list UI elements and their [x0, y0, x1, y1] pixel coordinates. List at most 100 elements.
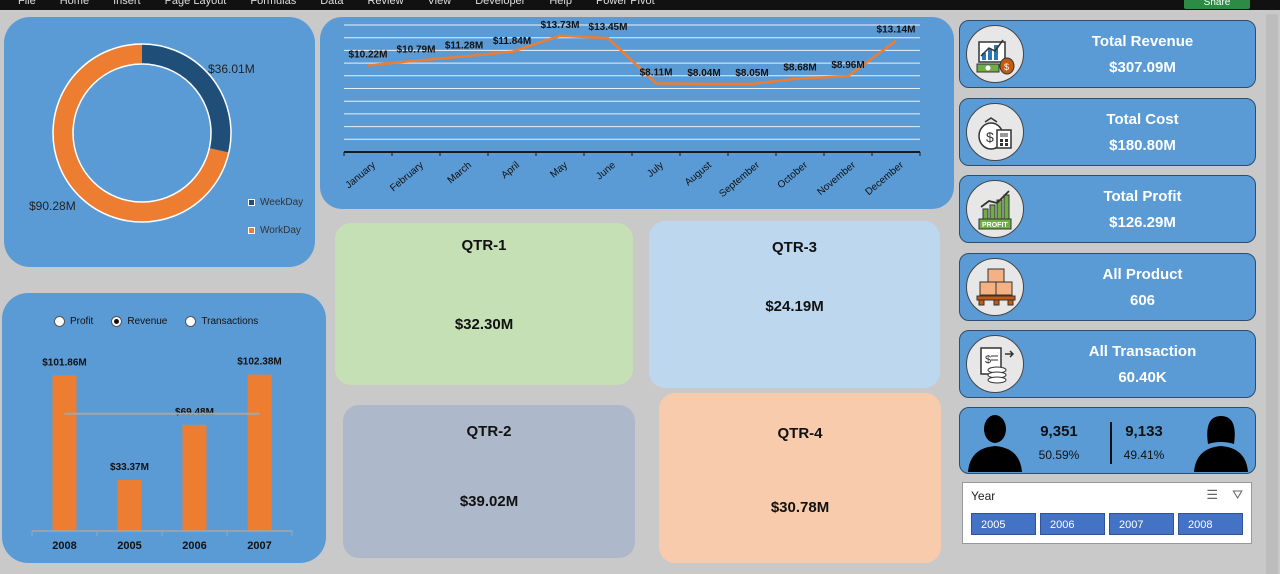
- multi-select-icon[interactable]: ☰: [1206, 487, 1219, 502]
- kpi-value: 60.40K: [1118, 369, 1167, 386]
- qtr-4-card: QTR-4 $30.78M: [659, 393, 941, 563]
- month-tick-label: December: [864, 159, 907, 198]
- qtr-2-card: QTR-2 $39.02M: [343, 405, 635, 558]
- metric-radio-group: Profit Revenue Transactions: [54, 316, 276, 327]
- slicer-year-2007[interactable]: 2007: [1109, 513, 1174, 535]
- kpi-title: Total Cost: [1106, 111, 1179, 128]
- ribbon-tab-home[interactable]: Home: [59, 0, 90, 7]
- qtr-1-card: QTR-1 $32.30M: [335, 223, 633, 385]
- donut-inner-ring: [72, 63, 212, 203]
- month-tick-label: November: [816, 159, 859, 198]
- share-button[interactable]: Share: [1184, 0, 1250, 9]
- ribbon-tabs: File Home Insert Page Layout Formulas Data Rev…: [18, 0, 679, 7]
- legend-swatch-workday: [248, 227, 255, 234]
- female-percent: 49.41%: [1123, 448, 1165, 462]
- slicer-year-2008[interactable]: 2008: [1178, 513, 1243, 535]
- month-tick-label: October: [776, 159, 811, 191]
- legend-workday: WorkDay: [248, 225, 301, 236]
- month-tick-label: June: [594, 160, 618, 183]
- bar-category-label: 2007: [247, 540, 271, 552]
- radio-label-transactions: Transactions: [201, 316, 259, 327]
- radio-label-revenue: Revenue: [127, 316, 168, 327]
- kpi-title: All Product: [1102, 266, 1183, 283]
- month-tick-label: April: [500, 160, 522, 181]
- radio-label-profit: Profit: [70, 316, 94, 327]
- month-tick-label: May: [548, 160, 570, 181]
- slicer-year-2005[interactable]: 2005: [971, 513, 1036, 535]
- yearly-bar-chart: Profit Revenue Transactions $101.86M 2008…: [2, 293, 326, 563]
- radio-circle-revenue[interactable]: [111, 316, 123, 327]
- month-data-label: $8.68M: [783, 63, 816, 74]
- kpi-value: $180.80M: [1109, 137, 1176, 154]
- transaction-icon: $: [966, 335, 1024, 393]
- ribbon-tab-view[interactable]: View: [427, 0, 452, 7]
- legend-label-weekday: WeekDay: [260, 197, 304, 208]
- kpi-title: Total Profit: [1103, 188, 1182, 205]
- ribbon-tab-file[interactable]: File: [18, 0, 36, 7]
- month-tick-label: August: [683, 160, 714, 189]
- qtr-3-value: $24.19M: [765, 298, 824, 315]
- month-tick-label: February: [388, 160, 426, 194]
- radio-circle-profit[interactable]: [54, 316, 65, 327]
- bar-data-label: $102.38M: [237, 357, 281, 368]
- vertical-scrollbar[interactable]: [1266, 14, 1278, 574]
- year-bar: [117, 480, 142, 531]
- male-silhouette-icon: [968, 415, 1022, 472]
- ribbon-tab-help[interactable]: Help: [549, 0, 572, 7]
- month-data-label: $13.45M: [589, 22, 628, 33]
- radio-transactions[interactable]: Transactions: [185, 316, 258, 327]
- donut-outer-ring: [52, 43, 232, 223]
- kpi-total-revenue-card: $ Total Revenue $307.09M: [959, 20, 1256, 88]
- female-count: 9,133: [1125, 423, 1163, 440]
- line-chart-svg: $10.22M January $10.79M February $11.28M Marc…: [343, 20, 921, 200]
- ribbon-tab-insert[interactable]: Insert: [113, 0, 141, 7]
- bar-category-label: 2006: [182, 540, 206, 552]
- ribbon-tab-power-pivot[interactable]: Power Pivot: [595, 0, 655, 7]
- month-data-label: $8.96M: [831, 60, 864, 71]
- year-bar: [182, 424, 207, 531]
- month-data-label: $10.79M: [397, 45, 436, 56]
- month-data-label: $13.73M: [541, 20, 580, 31]
- radio-circle-transactions[interactable]: [185, 316, 197, 327]
- workday-data-label: $90.28M: [29, 199, 76, 213]
- qtr-4-title: QTR-4: [777, 425, 823, 442]
- ribbon-tab-page-layout[interactable]: Page Layout: [164, 0, 227, 7]
- month-tick-label: July: [645, 160, 666, 180]
- qtr-3-title: QTR-3: [772, 239, 817, 256]
- bar-category-label: 2008: [52, 540, 76, 552]
- qtr-2-title: QTR-2: [466, 423, 512, 440]
- kpi-all-transaction-card: $ All Transaction 60.40K: [959, 330, 1256, 398]
- radio-revenue[interactable]: Revenue: [111, 316, 167, 327]
- qtr-3-card: QTR-3 $24.19M: [649, 221, 940, 388]
- ribbon-tab-developer[interactable]: Developer: [475, 0, 526, 7]
- month-data-label: $11.28M: [445, 40, 483, 51]
- year-bar: [52, 375, 77, 531]
- excel-ribbon: File Home Insert Page Layout Formulas Data Rev…: [0, 0, 1280, 10]
- month-data-label: $8.04M: [687, 68, 720, 79]
- ribbon-tab-data[interactable]: Data: [320, 0, 344, 7]
- month-data-label: $11.84M: [493, 36, 531, 47]
- profit-badge-text: PROFIT: [982, 222, 1008, 229]
- slicer-year-2006[interactable]: 2006: [1040, 513, 1105, 535]
- kpi-value: $307.09M: [1109, 59, 1176, 76]
- bar-category-label: 2005: [117, 540, 141, 552]
- ribbon-tab-review[interactable]: Review: [367, 0, 404, 7]
- bar-data-label: $69.48M: [175, 407, 214, 418]
- radio-profit[interactable]: Profit: [54, 316, 93, 327]
- kpi-total-profit-card: PROFIT Total Profit $126.29M: [959, 175, 1256, 243]
- cost-calculator-icon: $: [966, 103, 1024, 161]
- donut-svg: [52, 43, 232, 223]
- kpi-value: $126.29M: [1109, 214, 1176, 231]
- slicer-title: Year: [971, 489, 996, 503]
- legend-label-workday: WorkDay: [260, 225, 301, 236]
- revenue-icon: $: [966, 25, 1024, 83]
- clear-filter-icon[interactable]: ⛛: [1232, 487, 1243, 502]
- svg-text:$: $: [985, 354, 991, 366]
- product-boxes-icon: [966, 258, 1024, 316]
- kpi-all-product-card: All Product 606: [959, 253, 1256, 321]
- ribbon-tab-formulas[interactable]: Formulas: [250, 0, 297, 7]
- profit-chart-icon: PROFIT: [966, 180, 1024, 238]
- month-tick-label: January: [344, 160, 378, 191]
- qtr-1-title: QTR-1: [461, 237, 507, 254]
- month-data-label: $8.11M: [640, 67, 673, 78]
